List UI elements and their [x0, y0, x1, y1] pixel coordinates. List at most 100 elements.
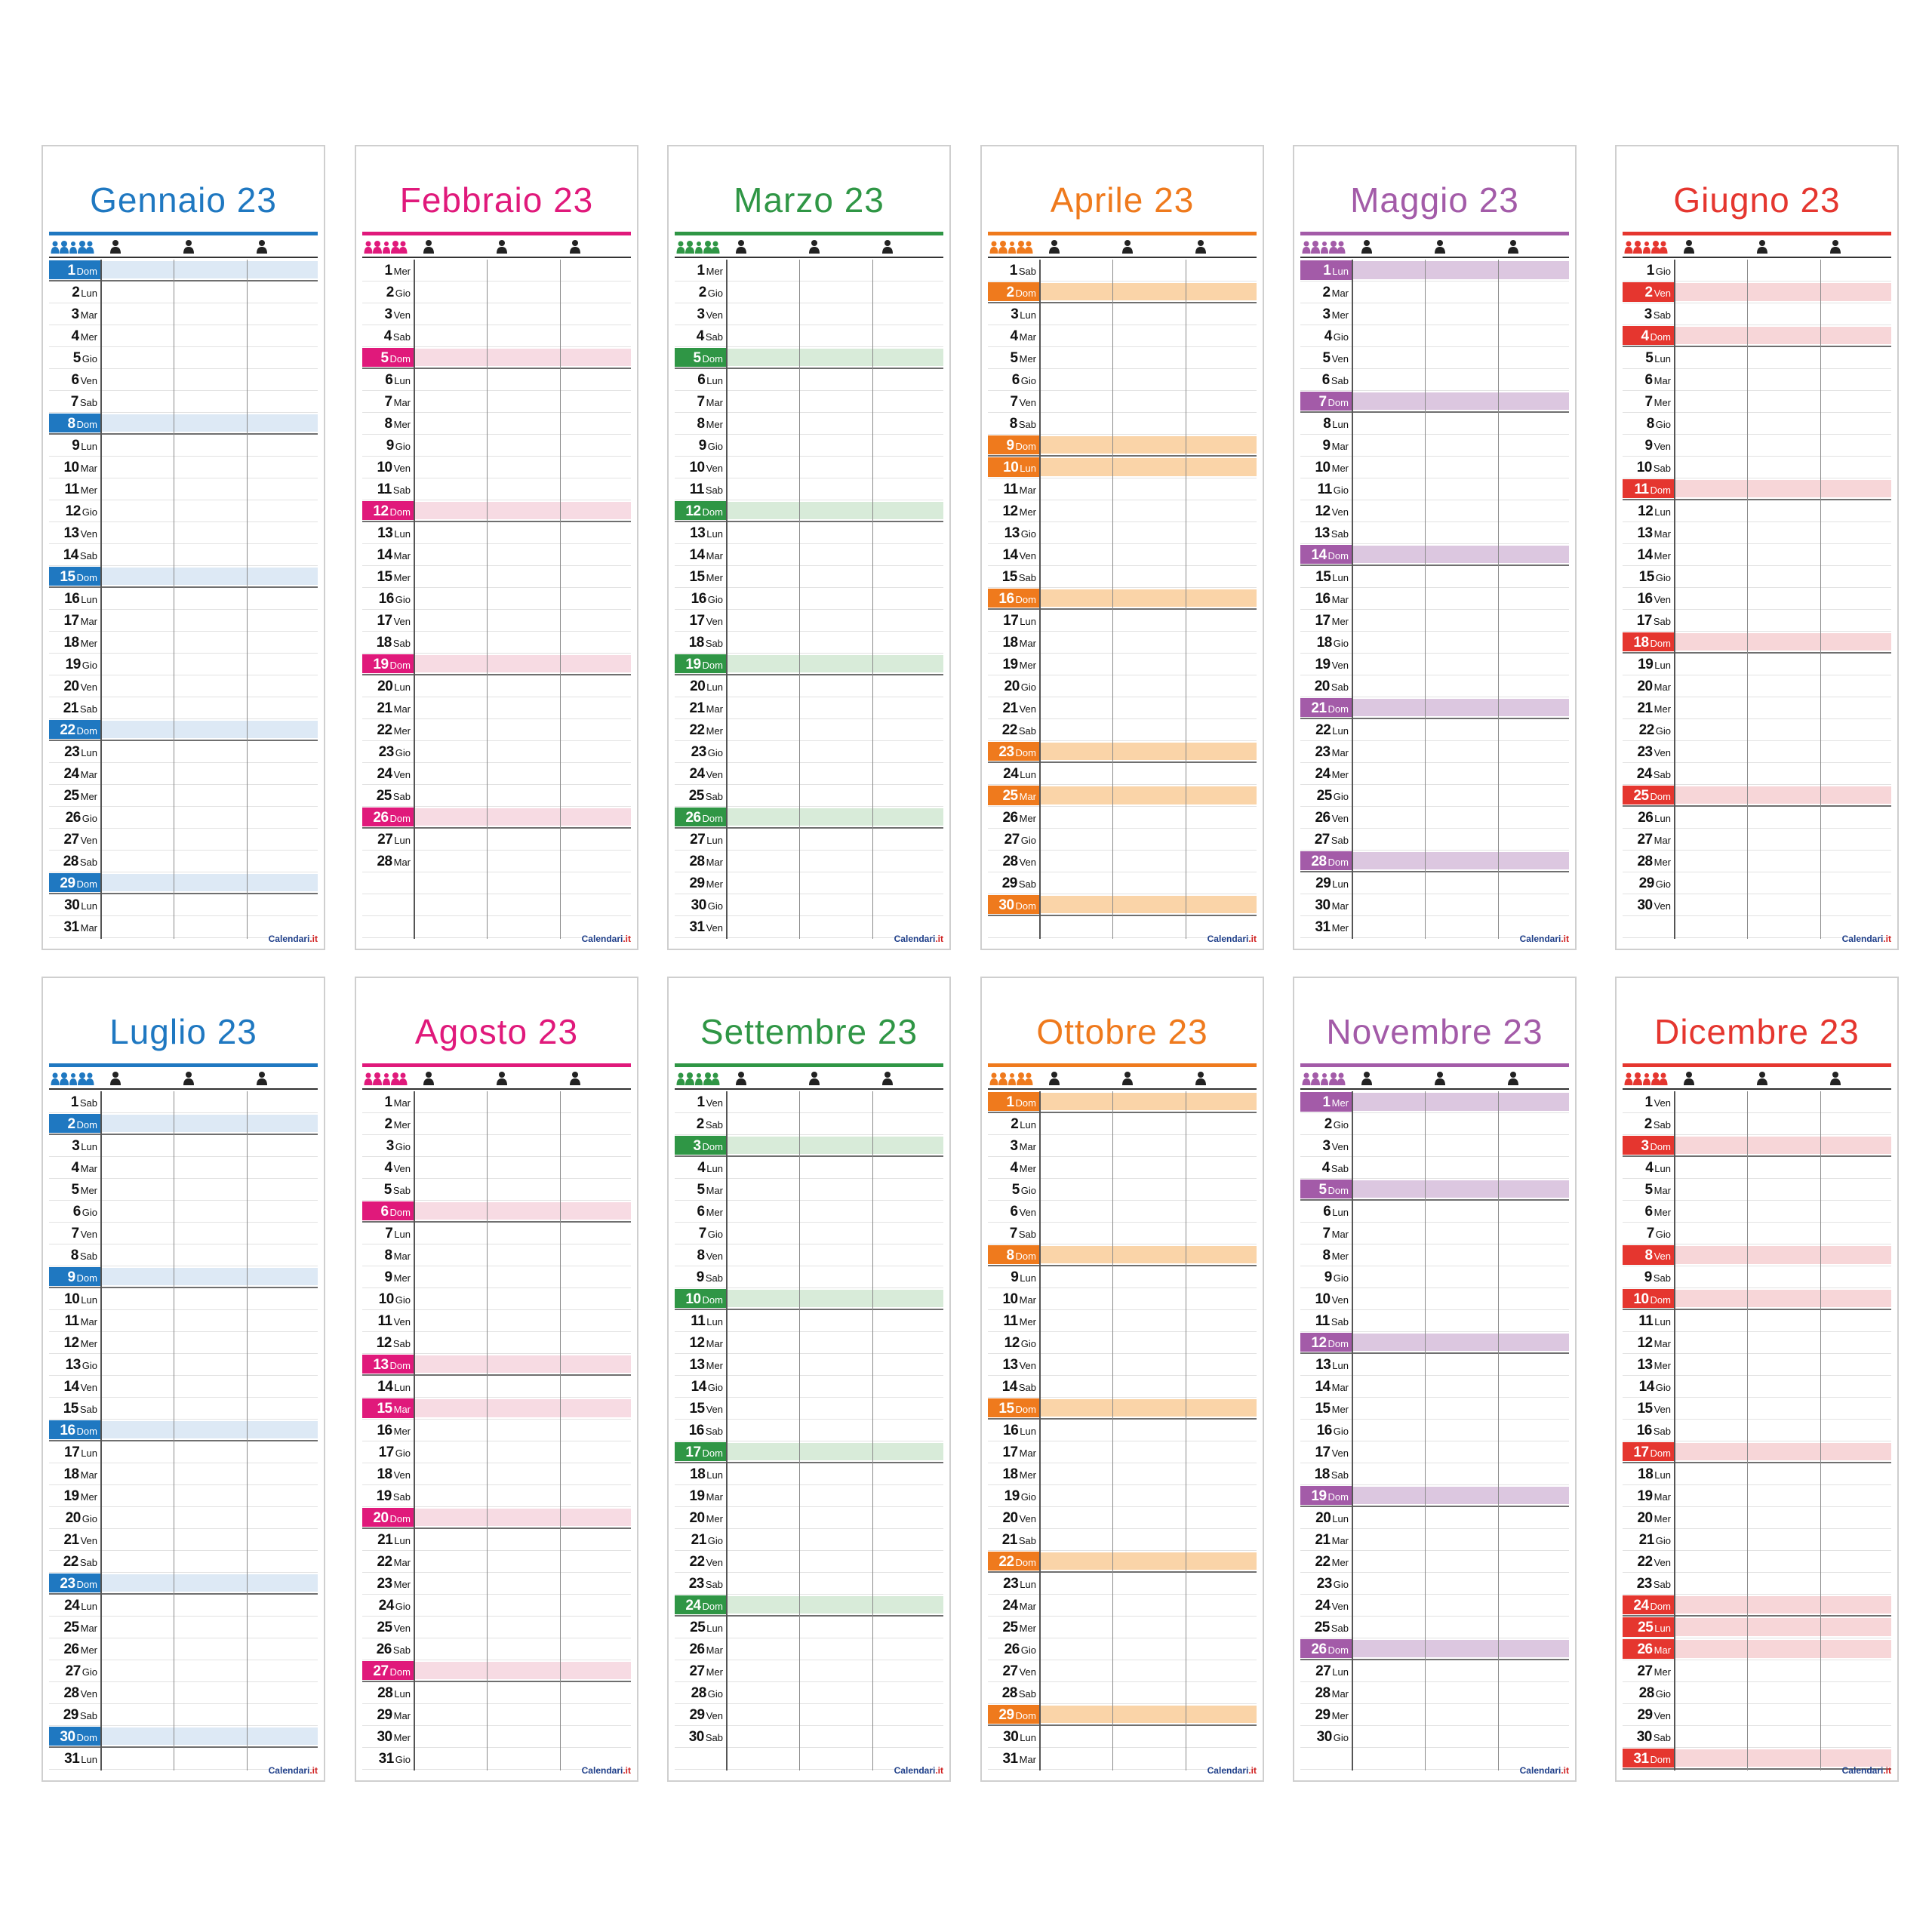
day-row[interactable]: 8 Ven	[1623, 1244, 1891, 1266]
day-row[interactable]: 26 Mer	[988, 807, 1257, 829]
day-row[interactable]: 13 Gio	[988, 522, 1257, 544]
day-row[interactable]: 27 Gio	[49, 1660, 318, 1682]
day-row[interactable]: 11 Ven	[362, 1310, 631, 1332]
day-row[interactable]: 4 Mar	[988, 325, 1257, 347]
day-row[interactable]: 8 Mer	[1300, 1244, 1569, 1266]
day-row[interactable]: 9 Dom	[49, 1266, 318, 1288]
day-row[interactable]: 12 Lun	[1623, 500, 1891, 522]
day-row[interactable]: 20 Gio	[49, 1507, 318, 1529]
day-row[interactable]: 19 Mer	[49, 1485, 318, 1507]
day-row[interactable]: 11 Lun	[1623, 1310, 1891, 1332]
day-row[interactable]: 14 Gio	[675, 1376, 943, 1398]
day-row[interactable]: 5 Dom	[362, 347, 631, 369]
day-row[interactable]: 26 Dom	[362, 807, 631, 829]
day-row[interactable]: 5 Ven	[1300, 347, 1569, 369]
day-row[interactable]: 21 Ven	[49, 1529, 318, 1551]
day-row[interactable]: 7 Lun	[362, 1223, 631, 1244]
day-row[interactable]: 28 Lun	[362, 1682, 631, 1704]
day-row[interactable]: 18 Ven	[362, 1463, 631, 1485]
day-row[interactable]: 2 Lun	[988, 1113, 1257, 1135]
day-row[interactable]: 16 Mar	[1300, 588, 1569, 610]
day-row[interactable]: 15 Ven	[1623, 1398, 1891, 1420]
day-row[interactable]: 13 Lun	[675, 522, 943, 544]
day-row[interactable]: 19 Ven	[1300, 654, 1569, 675]
day-row[interactable]: 5 Dom	[1300, 1179, 1569, 1201]
day-row[interactable]: 15 Mer	[1300, 1398, 1569, 1420]
day-row[interactable]: 21 Gio	[1623, 1529, 1891, 1551]
day-row[interactable]: 29 Gio	[1623, 872, 1891, 894]
day-row[interactable]: 20 Mar	[1623, 675, 1891, 697]
day-row[interactable]: 13 Lun	[362, 522, 631, 544]
day-row[interactable]: 12 Gio	[49, 500, 318, 522]
day-row[interactable]: 19 Dom	[362, 654, 631, 675]
day-row[interactable]: 3 Mer	[1300, 303, 1569, 325]
day-row[interactable]: 26 Sab	[362, 1638, 631, 1660]
day-row[interactable]: 30 Sab	[675, 1726, 943, 1748]
day-row[interactable]: 14 Sab	[988, 1376, 1257, 1398]
day-row[interactable]: 13 Mar	[1623, 522, 1891, 544]
day-row[interactable]: 15 Sab	[49, 1398, 318, 1420]
day-row[interactable]: 8 Dom	[49, 413, 318, 435]
day-row[interactable]: 14 Lun	[362, 1376, 631, 1398]
day-row[interactable]: 7 Ven	[988, 391, 1257, 413]
day-row[interactable]: 15 Mer	[675, 566, 943, 588]
day-row[interactable]: 16 Gio	[1300, 1420, 1569, 1441]
day-row[interactable]: 2 Gio	[1300, 1113, 1569, 1135]
day-row[interactable]: 22 Dom	[988, 1551, 1257, 1573]
day-row[interactable]: 10 Dom	[1623, 1288, 1891, 1310]
day-row[interactable]: 31 Gio	[362, 1748, 631, 1770]
day-row[interactable]: 19 Dom	[675, 654, 943, 675]
day-row[interactable]: 15 Gio	[1623, 566, 1891, 588]
day-row[interactable]: 16 Dom	[988, 588, 1257, 610]
day-row[interactable]: 7 Gio	[1623, 1223, 1891, 1244]
day-row[interactable]: 2 Sab	[675, 1113, 943, 1135]
day-row[interactable]: 21 Lun	[362, 1529, 631, 1551]
day-row[interactable]: 4 Sab	[675, 325, 943, 347]
day-row[interactable]: 15 Mer	[362, 566, 631, 588]
day-row[interactable]: 27 Dom	[362, 1660, 631, 1682]
day-row[interactable]: 20 Ven	[49, 675, 318, 697]
day-row[interactable]: 5 Dom	[675, 347, 943, 369]
day-row[interactable]: 23 Gio	[675, 741, 943, 763]
day-row[interactable]: 15 Dom	[49, 566, 318, 588]
day-row[interactable]: 11 Gio	[1300, 478, 1569, 500]
day-row[interactable]: 4 Ven	[362, 1157, 631, 1179]
day-row[interactable]: 22 Dom	[49, 719, 318, 741]
day-row[interactable]: 7 Mar	[675, 391, 943, 413]
day-row[interactable]: 1 Lun	[1300, 260, 1569, 281]
day-row[interactable]: 16 Lun	[49, 588, 318, 610]
day-row[interactable]: 28 Ven	[988, 851, 1257, 872]
day-row[interactable]: 26 Ven	[1300, 807, 1569, 829]
day-row[interactable]: 8 Lun	[1300, 413, 1569, 435]
day-row[interactable]: 6 Mer	[1623, 1201, 1891, 1223]
day-row[interactable]: 1 Mer	[362, 260, 631, 281]
day-row[interactable]: 30 Gio	[675, 894, 943, 916]
day-row[interactable]: 1 Mer	[1300, 1091, 1569, 1113]
day-row[interactable]: 8 Gio	[1623, 413, 1891, 435]
day-row[interactable]: 18 Dom	[1623, 632, 1891, 654]
day-row[interactable]: 30 Mar	[1300, 894, 1569, 916]
day-row[interactable]: 27 Gio	[988, 829, 1257, 851]
day-row[interactable]: 13 Ven	[988, 1354, 1257, 1376]
day-row[interactable]: 25 Gio	[1300, 785, 1569, 807]
day-row[interactable]: 10 Ven	[675, 457, 943, 478]
day-row[interactable]: 20 Mer	[675, 1507, 943, 1529]
day-row[interactable]: 6 Lun	[1300, 1201, 1569, 1223]
day-row[interactable]: 8 Mer	[362, 413, 631, 435]
day-row[interactable]: 25 Lun	[675, 1617, 943, 1638]
day-row[interactable]: 17 Lun	[49, 1441, 318, 1463]
day-row[interactable]: 14 Mar	[362, 544, 631, 566]
day-row[interactable]: 25 Sab	[362, 785, 631, 807]
day-row[interactable]: 7 Sab	[988, 1223, 1257, 1244]
day-row[interactable]: 1 Ven	[675, 1091, 943, 1113]
day-row[interactable]: 27 Mer	[675, 1660, 943, 1682]
day-row[interactable]: 19 Sab	[362, 1485, 631, 1507]
day-row[interactable]: 23 Mar	[1300, 741, 1569, 763]
day-row[interactable]: 13 Mer	[675, 1354, 943, 1376]
day-row[interactable]: 22 Mer	[675, 719, 943, 741]
day-row[interactable]: 27 Mar	[1623, 829, 1891, 851]
day-row[interactable]: 9 Gio	[675, 435, 943, 457]
day-row[interactable]: 30 Gio	[1300, 1726, 1569, 1748]
day-row[interactable]: 4 Gio	[1300, 325, 1569, 347]
day-row[interactable]: 22 Gio	[1623, 719, 1891, 741]
